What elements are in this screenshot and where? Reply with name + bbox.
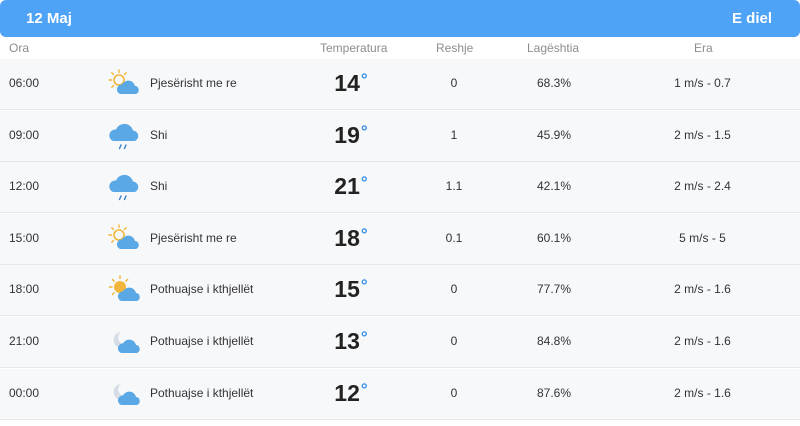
temperature-value: 14 bbox=[334, 70, 360, 96]
row-temperature: 19° bbox=[311, 122, 391, 149]
row-time: 21:00 bbox=[9, 334, 40, 348]
table-row: 09:00 Shi 19° 1 45.9% 2 m/s - 1.5 bbox=[0, 110, 800, 162]
row-humidity: 87.6% bbox=[536, 385, 572, 400]
row-condition: Pjesërisht me re bbox=[150, 76, 237, 90]
row-wind: 2 m/s - 1.6 bbox=[674, 282, 731, 297]
row-temperature: 14° bbox=[311, 70, 391, 97]
row-temperature: 21° bbox=[311, 173, 391, 200]
row-wind: 5 m/s - 5 bbox=[679, 230, 726, 245]
table-row: 15:00 Pjesërisht me re 18° 0.1 60.1% 5 m/s - … bbox=[0, 213, 800, 265]
row-condition: Pothuajse i kthjellët bbox=[150, 334, 254, 348]
degree-symbol: ° bbox=[360, 173, 368, 193]
column-headers: Ora Temperatura Reshje Lagështia Era bbox=[0, 37, 800, 59]
temperature-value: 19 bbox=[334, 121, 360, 148]
row-humidity: 68.3% bbox=[536, 76, 572, 90]
row-time: 09:00 bbox=[9, 127, 40, 142]
header-day: E diel bbox=[731, 10, 772, 27]
row-precipitation: 1.1 bbox=[445, 179, 463, 194]
col-temperature: Temperatura bbox=[320, 41, 388, 55]
row-temperature: 12° bbox=[311, 380, 391, 407]
rain-cloud-icon bbox=[106, 170, 144, 204]
row-time: 15:00 bbox=[9, 230, 40, 245]
row-time: 06:00 bbox=[9, 76, 40, 90]
table-row: 00:00 Pothuajse i kthjellët 12° 0 87.6% 2 m/s… bbox=[0, 368, 800, 420]
row-humidity: 77.7% bbox=[536, 282, 572, 297]
mostly-clear-night-icon bbox=[106, 377, 144, 411]
row-time: 18:00 bbox=[9, 282, 40, 297]
col-wind: Era bbox=[694, 41, 713, 55]
row-condition: Shi bbox=[150, 127, 168, 142]
temperature-value: 18 bbox=[334, 224, 360, 251]
row-wind: 2 m/s - 2.4 bbox=[674, 179, 731, 194]
row-wind: 1 m/s - 0.7 bbox=[674, 76, 731, 90]
mostly-clear-day-icon bbox=[106, 273, 144, 307]
degree-symbol: ° bbox=[360, 121, 368, 141]
row-condition: Pothuajse i kthjellët bbox=[150, 282, 254, 297]
col-precipitation: Reshje bbox=[436, 41, 474, 55]
row-condition: Pjesërisht me re bbox=[150, 230, 237, 245]
row-precipitation: 1 bbox=[450, 127, 458, 142]
row-precipitation: 0 bbox=[450, 334, 458, 348]
row-condition: Shi bbox=[150, 179, 168, 194]
row-precipitation: 0.1 bbox=[445, 230, 463, 245]
mostly-clear-night-icon bbox=[106, 325, 144, 359]
row-condition: Pothuajse i kthjellët bbox=[150, 385, 254, 400]
temperature-value: 12 bbox=[334, 379, 360, 406]
row-wind: 2 m/s - 1.6 bbox=[674, 385, 731, 400]
row-precipitation: 0 bbox=[450, 76, 458, 90]
rain-cloud-icon bbox=[106, 119, 144, 153]
row-precipitation: 0 bbox=[450, 282, 458, 297]
col-time: Ora bbox=[9, 41, 30, 55]
row-humidity: 42.1% bbox=[536, 179, 572, 194]
row-wind: 2 m/s - 1.5 bbox=[674, 127, 731, 142]
header-date: 12 Maj bbox=[26, 10, 72, 27]
table-row: 12:00 Shi 21° 1.1 42.1% 2 m/s - 2.4 bbox=[0, 162, 800, 214]
degree-symbol: ° bbox=[360, 328, 368, 347]
row-humidity: 45.9% bbox=[536, 127, 572, 142]
row-wind: 2 m/s - 1.6 bbox=[674, 334, 731, 348]
col-humidity: Lagështia bbox=[527, 41, 580, 55]
degree-symbol: ° bbox=[360, 379, 368, 399]
partly-cloudy-day-icon bbox=[106, 222, 144, 256]
table-row: 21:00 Pothuajse i kthjellët 13° 0 84.8% 2 m/s… bbox=[0, 317, 800, 368]
row-temperature: 13° bbox=[311, 328, 391, 355]
degree-symbol: ° bbox=[360, 276, 368, 296]
row-humidity: 84.8% bbox=[536, 334, 572, 348]
date-header: 12 Maj E diel bbox=[0, 0, 800, 37]
row-time: 12:00 bbox=[9, 179, 40, 194]
row-temperature: 15° bbox=[311, 276, 391, 303]
partly-cloudy-day-icon bbox=[106, 67, 144, 101]
row-precipitation: 0 bbox=[450, 385, 458, 400]
table-row: 18:00 Pothuajse i kthjellët 15° 0 77.7% 2 m/s… bbox=[0, 265, 800, 317]
table-row: 06:00 Pjesërisht me re 14° 0 68.3% 1 m/s - 0.… bbox=[0, 59, 800, 110]
degree-symbol: ° bbox=[360, 224, 368, 244]
row-humidity: 60.1% bbox=[536, 230, 572, 245]
degree-symbol: ° bbox=[360, 70, 368, 89]
row-temperature: 18° bbox=[311, 225, 391, 252]
temperature-value: 15 bbox=[334, 276, 360, 303]
row-time: 00:00 bbox=[9, 385, 40, 400]
temperature-value: 21 bbox=[334, 173, 360, 200]
temperature-value: 13 bbox=[334, 328, 360, 354]
